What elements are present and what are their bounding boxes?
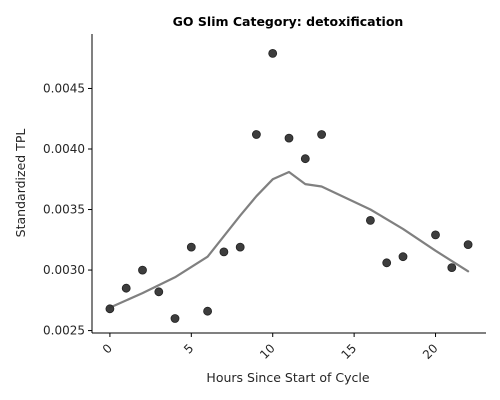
- data-point: [154, 287, 164, 297]
- x-axis-ticks: 0 5 10 15 20: [100, 333, 441, 362]
- data-point: [365, 215, 375, 225]
- chart-title: GO Slim Category: detoxification: [173, 14, 404, 29]
- x-tick-label: 10: [257, 341, 278, 362]
- data-point: [235, 242, 245, 252]
- y-tick-label: 0.0045: [43, 81, 85, 95]
- x-axis-title: Hours Since Start of Cycle: [206, 370, 369, 385]
- data-point: [317, 130, 327, 139]
- data-point: [186, 242, 196, 252]
- data-point: [251, 130, 261, 139]
- y-tick-label: 0.0035: [43, 203, 85, 217]
- data-point: [203, 306, 213, 316]
- data-point: [463, 240, 473, 250]
- x-tick-label: 0: [100, 341, 115, 356]
- data-point: [105, 304, 115, 314]
- data-point: [284, 133, 294, 143]
- y-axis-title: Standardized TPL: [13, 129, 28, 238]
- data-point: [382, 258, 392, 268]
- y-tick-label: 0.0040: [43, 142, 85, 156]
- data-point: [431, 230, 440, 240]
- data-point: [138, 265, 147, 275]
- data-point: [447, 263, 457, 273]
- plot-area: [105, 49, 473, 323]
- data-point: [219, 247, 229, 257]
- data-point: [268, 49, 278, 58]
- x-tick-label: 15: [339, 341, 360, 362]
- x-tick-label: 5: [181, 341, 196, 356]
- data-point: [300, 154, 310, 164]
- x-tick-label: 20: [420, 341, 441, 362]
- trend-line: [108, 170, 470, 309]
- data-point: [170, 314, 180, 323]
- y-tick-label: 0.0025: [43, 324, 85, 338]
- y-tick-label: 0.0030: [43, 263, 85, 277]
- data-point: [398, 252, 408, 262]
- y-axis-ticks: 0.0025 0.0030 0.0035 0.0040 0.0045: [43, 81, 92, 338]
- data-point: [121, 283, 131, 293]
